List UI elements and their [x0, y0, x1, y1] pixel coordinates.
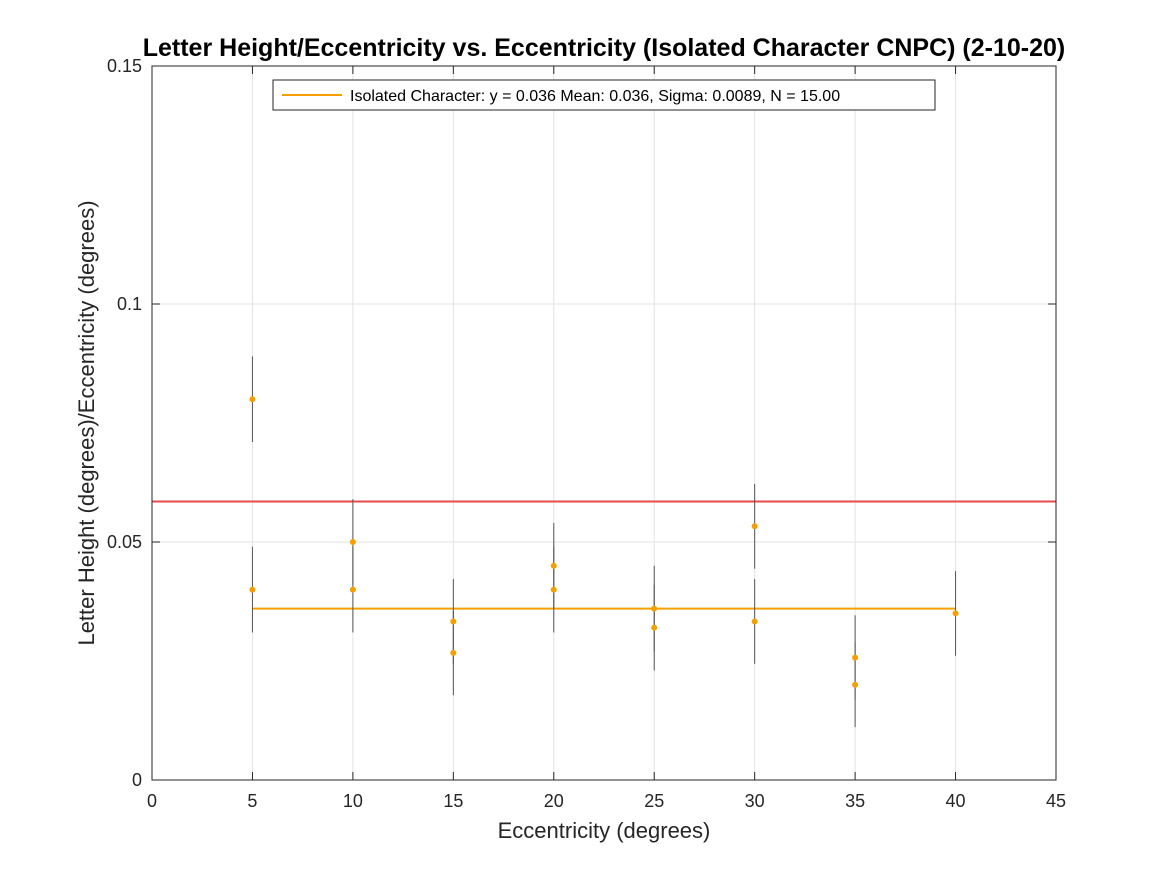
- x-axis-label: Eccentricity (degrees): [498, 818, 711, 843]
- data-point: [651, 605, 658, 612]
- x-tick-label: 0: [147, 791, 157, 811]
- x-tick-label: 35: [845, 791, 865, 811]
- data-point: [751, 618, 758, 625]
- plot-area: [152, 66, 1056, 780]
- data-point: [249, 586, 256, 593]
- data-point: [249, 396, 256, 403]
- chart-title: Letter Height/Eccentricity vs. Eccentric…: [143, 34, 1066, 62]
- x-tick-label: 25: [644, 791, 664, 811]
- x-tick-label: 45: [1046, 791, 1066, 811]
- x-tick-label: 5: [247, 791, 257, 811]
- x-tick-label: 10: [343, 791, 363, 811]
- reference-lines: [152, 500, 1056, 610]
- data-point: [550, 562, 557, 569]
- y-axis-ticks: 0 0.05 0.1 0.15: [107, 56, 1056, 790]
- y-tick-label: 0.05: [107, 532, 142, 552]
- data-point: [751, 523, 758, 530]
- data-point: [450, 618, 457, 625]
- x-tick-label: 20: [544, 791, 564, 811]
- legend: Isolated Character: y = 0.036 Mean: 0.03…: [272, 79, 936, 111]
- data-point: [852, 681, 859, 688]
- plot-frame: [151, 65, 1057, 781]
- x-tick-label: 40: [946, 791, 966, 811]
- data-point: [349, 539, 356, 545]
- legend-box: [272, 79, 936, 111]
- legend-entry-label: Isolated Character: y = 0.036 Mean: 0.03…: [350, 88, 840, 105]
- data-point: [852, 654, 859, 661]
- data-point: [349, 586, 356, 593]
- y-tick-label: 0: [132, 770, 142, 790]
- x-tick-label: 15: [443, 791, 463, 811]
- data-point: [952, 610, 959, 617]
- data-point: [450, 649, 457, 656]
- y-axis-label: Letter Height (degrees)/Eccentricity (de…: [74, 200, 99, 645]
- x-axis-ticks: 0 5 10 15 20 25 30 35 40 45: [147, 66, 1066, 811]
- y-tick-label: 0.15: [107, 56, 142, 76]
- data-points: [249, 396, 959, 688]
- y-tick-label: 0.1: [117, 294, 142, 314]
- data-point: [550, 586, 557, 593]
- data-point: [651, 624, 658, 631]
- x-tick-label: 30: [745, 791, 765, 811]
